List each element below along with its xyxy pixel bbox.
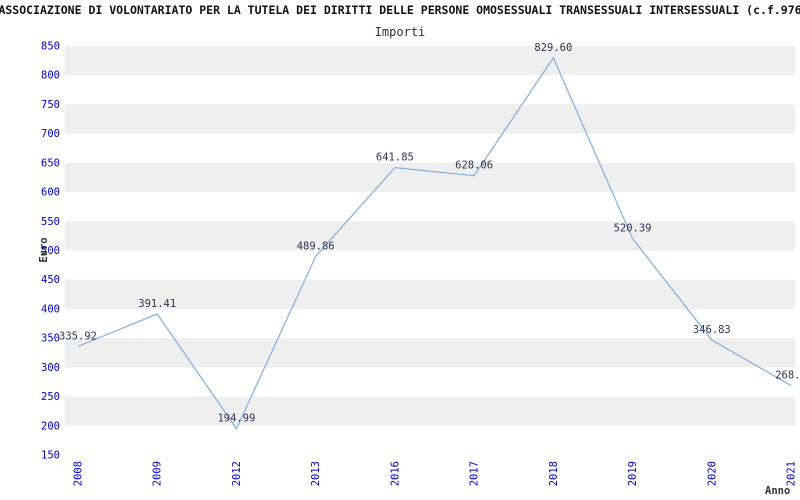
data-point-label: 829.60 [534, 42, 572, 54]
plot-band [65, 104, 795, 134]
x-tick-label: 2016 [389, 461, 401, 486]
y-tick-label: 700 [41, 128, 60, 140]
y-tick-label: 400 [41, 303, 60, 315]
x-tick-label: 2013 [310, 461, 322, 486]
plot-band [65, 338, 795, 368]
x-tick-label: 2009 [152, 461, 164, 486]
x-tick-label: 2019 [627, 461, 639, 486]
data-point-label: 268.9 [775, 370, 800, 382]
x-tick-label: 2018 [548, 461, 560, 486]
y-tick-label: 750 [41, 99, 60, 111]
x-tick-label: 2012 [231, 461, 243, 486]
x-tick-label: 2020 [706, 461, 718, 486]
y-tick-label: 200 [41, 420, 60, 432]
y-tick-label: 150 [41, 450, 60, 462]
y-tick-label: 850 [41, 41, 60, 53]
plot-band [65, 279, 795, 309]
plot-band [65, 221, 795, 251]
x-tick-label: 2008 [73, 461, 85, 486]
data-point-label: 335.92 [59, 330, 97, 342]
data-point-label: 391.41 [138, 298, 176, 310]
y-tick-label: 450 [41, 274, 60, 286]
data-point-label: 346.83 [693, 324, 731, 336]
y-tick-label: 250 [41, 391, 60, 403]
x-tick-label: 2021 [786, 461, 798, 486]
y-tick-label: 650 [41, 157, 60, 169]
chart-title: ASSOCIAZIONE DI VOLONTARIATO PER LA TUTE… [0, 3, 800, 17]
y-axis-title: Euro [38, 237, 50, 262]
y-tick-label: 600 [41, 187, 60, 199]
x-axis-title: Anno [765, 485, 790, 497]
plot-band [65, 162, 795, 193]
y-tick-label: 300 [41, 362, 60, 374]
data-point-label: 628.06 [455, 160, 493, 172]
chart-subtitle: Importi [374, 25, 426, 39]
plot-band [65, 396, 795, 426]
y-tick-label: 350 [41, 333, 60, 345]
y-tick-label: 500 [41, 245, 60, 257]
data-point-label: 520.39 [614, 223, 652, 235]
y-tick-label: 550 [41, 216, 60, 228]
series-line [77, 56, 792, 430]
plot-band [65, 46, 795, 76]
x-tick-label: 2017 [469, 461, 481, 486]
data-point-label: 641.85 [376, 152, 414, 164]
data-point-label: 194.99 [217, 413, 255, 425]
data-point-label: 489.86 [297, 240, 335, 252]
y-tick-label: 800 [41, 70, 60, 82]
